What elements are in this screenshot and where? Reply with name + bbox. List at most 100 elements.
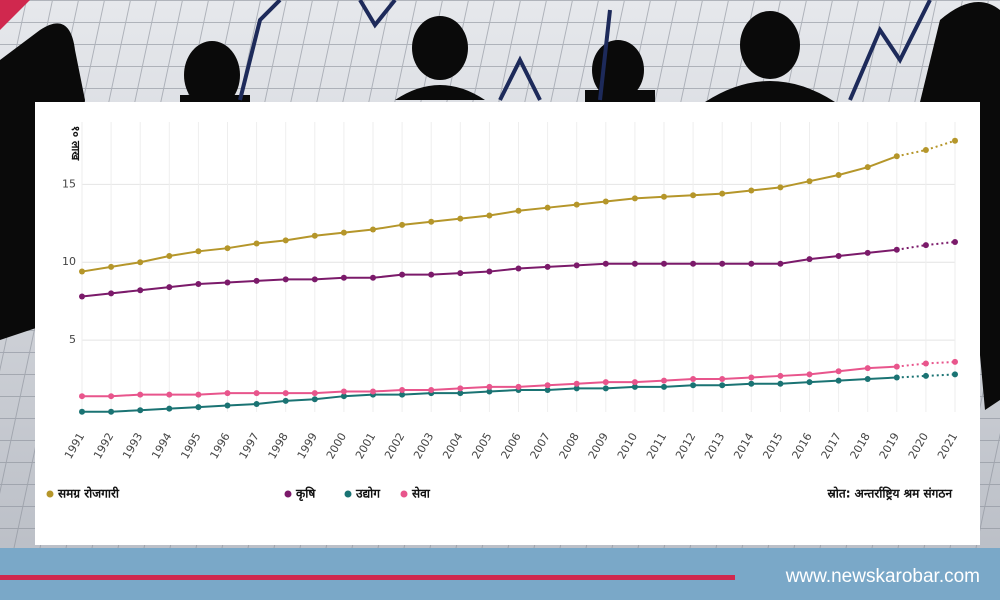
point [544, 386, 551, 393]
point [195, 391, 202, 398]
point [253, 240, 260, 247]
point [108, 263, 115, 270]
point [835, 377, 842, 384]
point [486, 212, 493, 219]
point [195, 404, 202, 411]
projected-line [896, 139, 956, 158]
point [340, 388, 347, 395]
point [79, 268, 85, 275]
point [253, 400, 260, 407]
point [399, 386, 406, 393]
point [690, 376, 697, 383]
point [224, 245, 231, 252]
point [661, 193, 667, 200]
point [311, 276, 318, 283]
point [573, 201, 580, 208]
point [690, 192, 697, 199]
legend-swatch [46, 490, 54, 498]
legend-swatch [284, 490, 292, 498]
point [137, 407, 144, 414]
point [864, 376, 871, 383]
point [806, 256, 813, 263]
legend-label: सेवा [411, 487, 431, 501]
point [835, 171, 842, 178]
y-axis-label: १० लाख [69, 126, 82, 162]
point [748, 260, 755, 267]
point [399, 271, 406, 278]
point [864, 249, 871, 256]
point [544, 204, 551, 211]
point [311, 390, 318, 397]
point [195, 248, 202, 255]
point [399, 391, 406, 398]
background-trend [238, 0, 932, 101]
point [748, 187, 755, 194]
point [631, 195, 638, 202]
point [864, 365, 871, 372]
point [602, 260, 609, 267]
point [166, 284, 173, 291]
point [690, 382, 697, 389]
point [224, 279, 231, 286]
point [544, 382, 551, 389]
point [137, 287, 144, 294]
point [486, 388, 493, 395]
point [282, 397, 289, 404]
point [370, 388, 376, 395]
point [719, 376, 726, 383]
point [486, 268, 493, 275]
point [806, 379, 813, 386]
point [428, 386, 435, 393]
point [515, 383, 522, 390]
point [661, 377, 667, 384]
footer-stripe [0, 575, 735, 580]
point [893, 363, 900, 370]
point [573, 380, 580, 387]
point [893, 153, 900, 160]
point [340, 393, 347, 400]
point [544, 263, 551, 270]
point [573, 262, 580, 269]
point [602, 198, 609, 205]
point [108, 290, 115, 297]
point [224, 402, 231, 409]
footer-bar [0, 548, 1000, 600]
legend-swatch [344, 490, 352, 498]
point [108, 408, 115, 415]
point [661, 383, 667, 390]
point [370, 226, 376, 233]
point [166, 252, 173, 259]
point [79, 293, 85, 300]
point [719, 260, 726, 267]
point [457, 390, 464, 397]
chart-card [35, 102, 980, 545]
point [922, 360, 929, 367]
point [719, 382, 726, 389]
point [79, 408, 85, 415]
legend-label: समग्र रोजगारी [57, 487, 120, 501]
point [166, 391, 173, 398]
point [952, 238, 958, 245]
point [370, 274, 376, 281]
point [835, 252, 842, 259]
point [340, 229, 347, 236]
point [690, 260, 697, 267]
point [166, 405, 173, 412]
point [893, 374, 900, 381]
point [631, 379, 638, 386]
legend-swatch [400, 490, 408, 498]
point [777, 380, 784, 387]
y-tick-label: 10 [62, 255, 76, 268]
point [952, 358, 958, 365]
website: www.newskarobar.com [785, 566, 980, 587]
point [282, 390, 289, 397]
point [253, 277, 260, 284]
point [952, 137, 958, 144]
point [137, 259, 144, 266]
point [515, 265, 522, 272]
point [922, 242, 929, 249]
point [282, 276, 289, 283]
point [893, 246, 900, 253]
point [806, 371, 813, 378]
point [457, 385, 464, 392]
